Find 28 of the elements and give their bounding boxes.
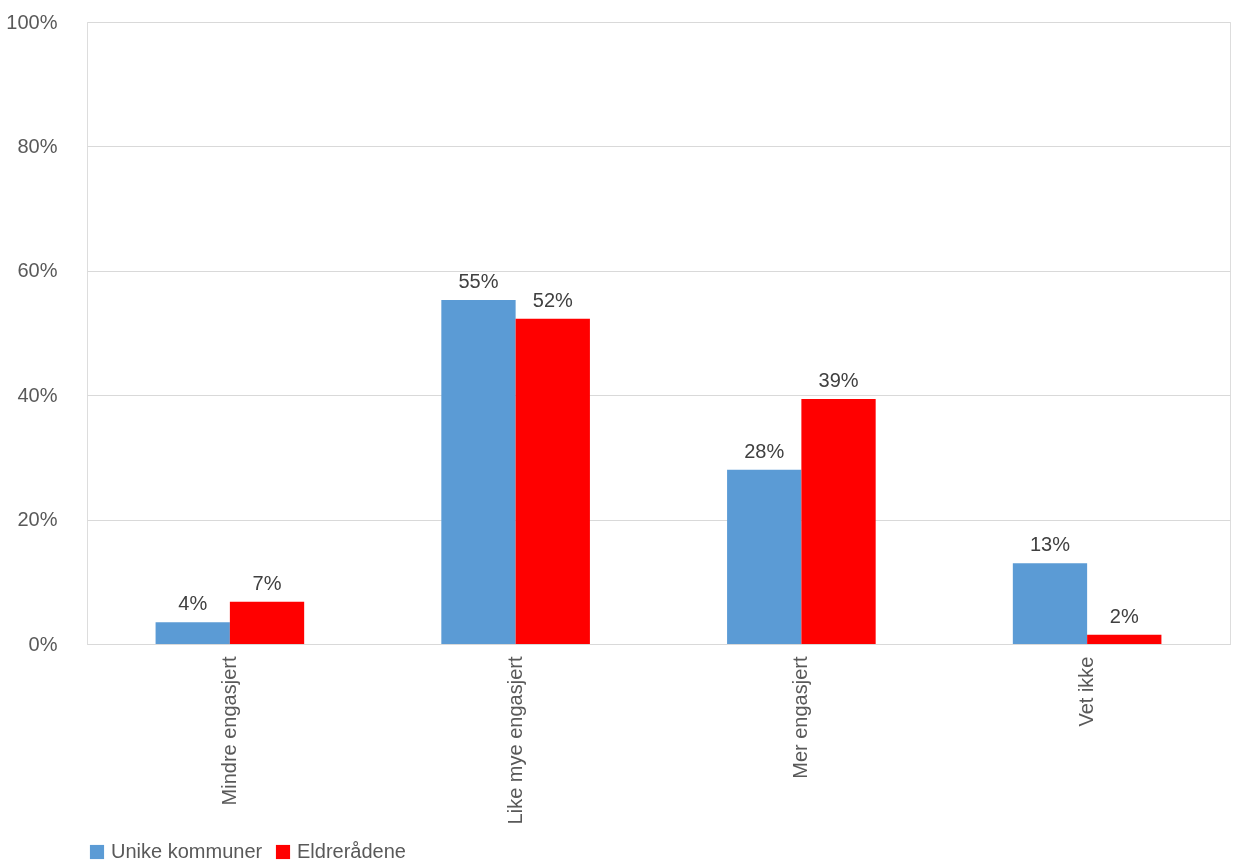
bar (1012, 563, 1088, 644)
x-tick-label: Like mye engasjert (503, 656, 526, 825)
bar (441, 300, 516, 644)
data-label: 2% (1109, 604, 1139, 627)
data-label: 39% (818, 368, 859, 391)
legend-label: Unike kommuner (111, 840, 263, 862)
y-tick-label: 20% (17, 508, 58, 531)
bar (229, 601, 305, 644)
y-tick-label: 0% (28, 632, 58, 655)
y-tick-label: 80% (17, 134, 58, 157)
x-tick-label: Vet ikke (1075, 656, 1098, 727)
data-label: 28% (744, 439, 785, 462)
data-label: 4% (178, 592, 208, 615)
x-tick-label: Mindre engasjert (217, 656, 240, 806)
data-label: 7% (252, 571, 282, 594)
bar (1087, 634, 1162, 644)
bar (727, 469, 802, 644)
bar (515, 318, 590, 644)
y-tick-label: 40% (17, 383, 58, 406)
bar (155, 622, 230, 644)
y-tick-label: 100% (6, 10, 58, 33)
bar (801, 398, 876, 644)
legend-label: Eldrerådene (297, 840, 406, 862)
y-tick-label: 60% (17, 259, 58, 282)
x-tick-label: Mer engasjert (789, 656, 812, 779)
data-label: 13% (1029, 533, 1071, 556)
data-label: 52% (532, 288, 573, 311)
data-label: 55% (458, 270, 499, 293)
